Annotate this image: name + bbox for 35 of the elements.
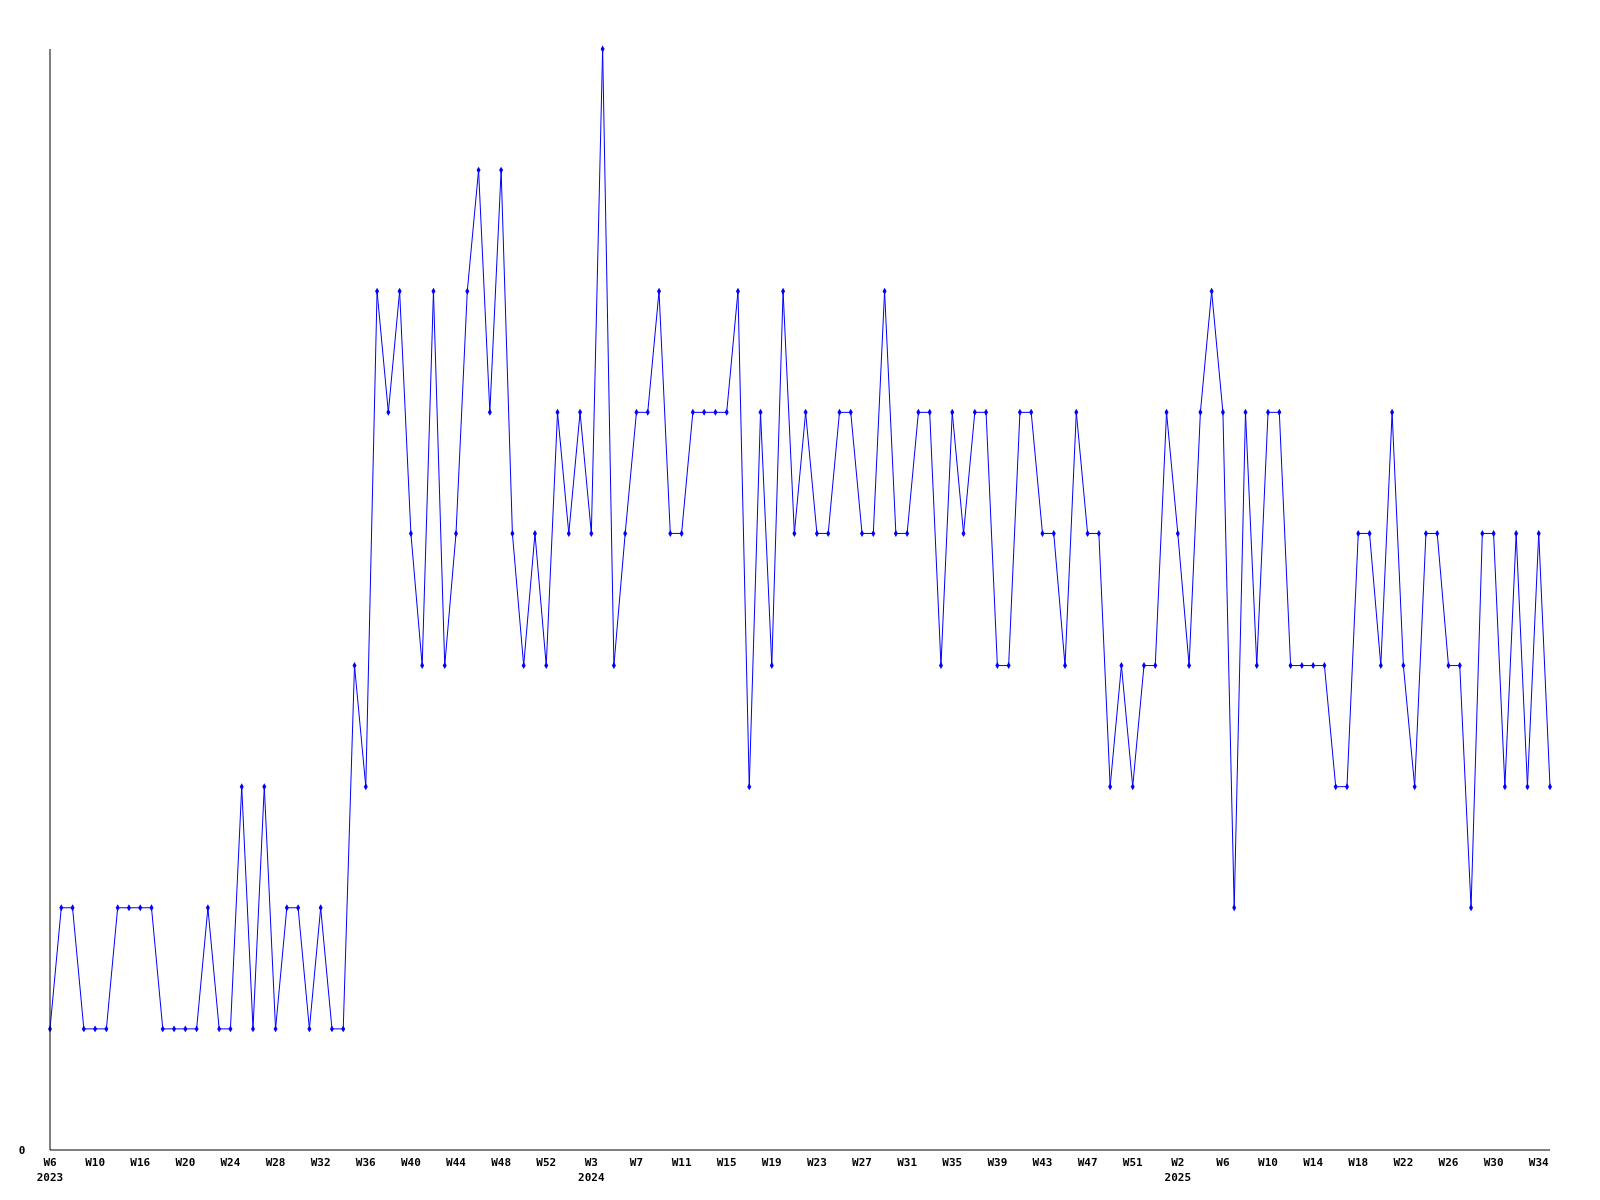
x-tick-label: W47 (1077, 1156, 1098, 1169)
x-tick-label: W6 (1216, 1156, 1230, 1169)
x-tick-label: W11 (671, 1156, 692, 1169)
x-tick-label: W19 (761, 1156, 782, 1169)
x-tick-label: W24 (220, 1156, 241, 1169)
x-tick-label: W43 (1032, 1156, 1053, 1169)
x-tick-label: W30 (1483, 1156, 1504, 1169)
x-tick-label: W52 (536, 1156, 557, 1169)
x-tick-label: W10 (85, 1156, 106, 1169)
x-tick-label: W10 (1258, 1156, 1278, 1169)
x-tick-label: W27 (852, 1156, 872, 1169)
text: 0 (18, 1143, 26, 1157)
x-tick-label: W26 (1438, 1156, 1459, 1169)
x-tick-label: W51 (1122, 1156, 1144, 1169)
x-tick-label: W22 (1393, 1156, 1414, 1169)
x-tick-label: W3 2024 (578, 1156, 605, 1184)
x-tick-label: W36 (355, 1156, 377, 1169)
x-tick-label: W23 (806, 1156, 827, 1169)
x-tick-label: W31 (897, 1156, 918, 1169)
x-tick-label: W6 2023 (36, 1156, 64, 1184)
x-tick-label: W32 (310, 1156, 331, 1169)
x-tick-label: W14 (1303, 1156, 1324, 1169)
x-tick-label: W40 (400, 1156, 421, 1169)
x-tick-label: W34 (1528, 1156, 1550, 1169)
x-tick-label: W48 (491, 1156, 512, 1169)
x-tick-label: W16 (130, 1156, 151, 1169)
x-tick-label: W15 (716, 1156, 737, 1169)
x-tick-label: W20 (175, 1156, 196, 1169)
x-tick-label: W44 (446, 1156, 467, 1169)
x-tick-label: W2 2025 (1164, 1156, 1192, 1184)
x-tick-label: W28 (265, 1156, 286, 1169)
x-tick-label: W35 (942, 1156, 963, 1169)
x-tick-label: W39 (987, 1156, 1008, 1169)
x-tick-label: W7 (629, 1156, 644, 1169)
x-tick-label: W18 (1348, 1156, 1369, 1169)
